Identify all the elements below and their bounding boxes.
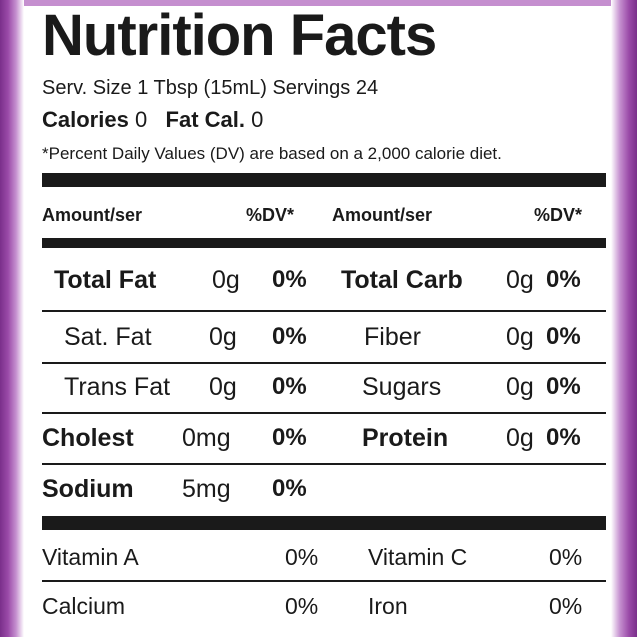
fat-calories-value: 0: [251, 107, 264, 132]
row-divider: [42, 580, 606, 582]
nutrient-amount: 0mg: [182, 424, 231, 452]
nutrient-amount: 0g: [506, 323, 534, 351]
vitamin-dv: 0%: [549, 544, 583, 570]
calories-line: Calories 0 Fat Cal. 0: [42, 108, 263, 132]
calories-label: Calories: [42, 107, 129, 132]
nutrient-dv: 0%: [272, 373, 307, 400]
label-title: Nutrition Facts: [42, 3, 437, 68]
packaging-left-edge: [0, 0, 24, 637]
thick-divider: [42, 173, 606, 187]
nutrition-label: Nutrition Facts Serv. Size 1 Tbsp (15mL)…: [42, 0, 606, 637]
row-divider: [42, 412, 606, 414]
vitamin-name: Vitamin C: [368, 544, 468, 570]
nutrient-amount: 0g: [209, 373, 237, 401]
row-divider: [42, 463, 606, 465]
nutrient-dv: 0%: [546, 424, 581, 451]
nutrient-name: Sugars: [362, 373, 442, 401]
vitamins-divider: [42, 516, 606, 530]
serving-info: Serv. Size 1 Tbsp (15mL) Servings 24: [42, 77, 379, 99]
nutrient-amount: 0g: [506, 266, 534, 294]
vitamin-dv: 0%: [285, 593, 319, 619]
nutrient-amount: 0g: [506, 424, 534, 452]
fat-calories-label: Fat Cal.: [165, 107, 246, 132]
header-divider: [42, 238, 606, 248]
dv-header-right: %DV*: [534, 205, 583, 225]
nutrient-name: Total Carb: [341, 266, 463, 294]
nutrient-dv: 0%: [272, 323, 307, 350]
nutrient-name: Total Fat: [54, 266, 157, 294]
nutrient-name: Fiber: [364, 323, 421, 351]
row-divider: [42, 362, 606, 364]
nutrient-dv: 0%: [546, 266, 581, 293]
dv-header-left: %DV*: [246, 205, 295, 225]
nutrient-name: Trans Fat: [64, 373, 171, 401]
vitamin-name: Iron: [368, 593, 408, 619]
vitamin-dv: 0%: [549, 593, 583, 619]
vitamin-name: Vitamin A: [42, 544, 139, 570]
vitamin-dv: 0%: [285, 544, 319, 570]
amount-header-left: Amount/ser: [42, 205, 143, 225]
nutrient-amount: 0g: [209, 323, 237, 351]
amount-header-right: Amount/ser: [332, 205, 433, 225]
nutrient-dv: 0%: [546, 323, 581, 350]
nutrient-amount: 5mg: [182, 475, 231, 503]
packaging-top-edge: [0, 0, 637, 6]
nutrient-amount: 0g: [506, 373, 534, 401]
packaging-right-edge: [611, 0, 637, 637]
calories-value: 0: [134, 107, 148, 132]
nutrient-amount: 0g: [212, 266, 240, 294]
nutrient-dv: 0%: [272, 424, 307, 451]
nutrient-dv: 0%: [546, 373, 581, 400]
nutrient-name: Sodium: [42, 475, 134, 503]
nutrient-dv: 0%: [272, 266, 307, 293]
row-divider: [42, 310, 606, 312]
nutrient-name: Protein: [362, 424, 449, 452]
nutrient-name: Cholest: [42, 424, 134, 452]
nutrient-name: Sat. Fat: [64, 323, 152, 351]
daily-value-note: *Percent Daily Values (DV) are based on …: [42, 144, 502, 163]
vitamin-name: Calcium: [42, 593, 126, 619]
nutrient-dv: 0%: [272, 475, 307, 502]
